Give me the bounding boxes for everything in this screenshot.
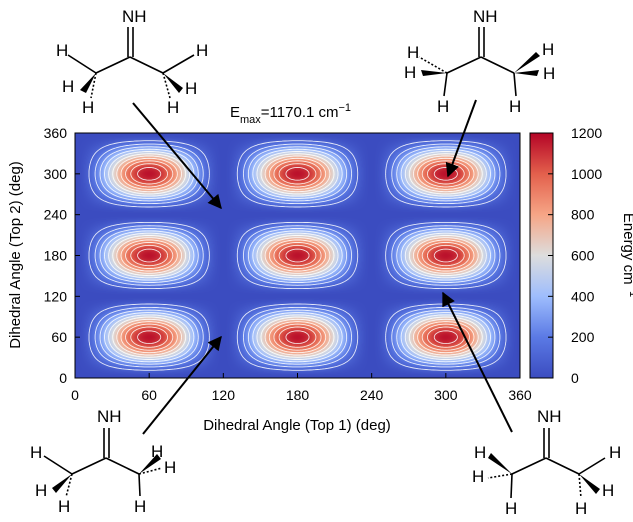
colorbar-ticks: 0 200 400 600 800 1000 1200: [548, 125, 602, 386]
colorbar: 0 200 400 600 800 1000 1200 Energy cm−1: [529, 125, 633, 386]
structure-top-left: NH H H H H H H: [56, 7, 208, 117]
colorbar-tick-label: 1200: [571, 125, 602, 141]
h-label: H: [58, 497, 70, 516]
h-label: H: [404, 63, 416, 82]
x-tick-label: 180: [286, 387, 310, 403]
x-tick-label: 300: [434, 387, 458, 403]
colorbar-tick-label: 400: [571, 288, 595, 304]
heatmap-plot-area: [74, 132, 521, 379]
arrow-top-right: [445, 99, 477, 178]
y-axis-ticks: 0 60 120 180 240 300 360: [44, 125, 80, 386]
contour-line: [88, 140, 507, 371]
arrow-bottom-left: [142, 335, 222, 435]
h-label: H: [609, 443, 621, 462]
y-tick-label: 240: [44, 207, 68, 223]
arrow-top-left: [132, 102, 222, 210]
contour-line: [137, 166, 458, 345]
x-tick-label: 360: [508, 387, 532, 403]
h-label: H: [505, 499, 517, 518]
h-label: H: [30, 443, 42, 462]
h-label: H: [185, 79, 197, 98]
h-label: H: [62, 77, 74, 96]
y-tick-label: 60: [51, 329, 67, 345]
h-label: H: [472, 467, 484, 486]
x-axis-label: Dihedral Angle (Top 1) (deg): [203, 417, 391, 434]
y-tick-label: 0: [59, 370, 67, 386]
structure-top-right: NH H H H H H H: [404, 7, 555, 116]
h-label: H: [151, 442, 163, 461]
y-axis-label: Dihedral Angle (Top 2) (deg): [7, 161, 24, 349]
energy-heatmap: [75, 133, 520, 378]
annotation-arrows: [132, 99, 513, 435]
contour-line: [108, 151, 487, 360]
contour-lines: [88, 140, 507, 371]
h-label: H: [509, 97, 521, 116]
h-label: H: [437, 97, 449, 116]
contour-line: [120, 157, 475, 354]
contour-line: [116, 155, 479, 356]
h-label: H: [474, 443, 486, 462]
structure-bottom-left: NH H H H H H H: [30, 407, 176, 516]
colorbar-tick-label: 200: [571, 329, 595, 345]
h-label: H: [543, 64, 555, 83]
nh-label: NH: [122, 7, 147, 26]
h-label: H: [196, 41, 208, 60]
contour-line: [99, 146, 496, 365]
y-tick-label: 120: [44, 288, 68, 304]
y-tick-label: 360: [44, 125, 68, 141]
h-label: H: [134, 497, 146, 516]
nh-label: NH: [97, 407, 122, 426]
x-tick-label: 60: [141, 387, 157, 403]
h-label: H: [35, 481, 47, 500]
contour-line: [130, 163, 465, 348]
chart-title: Emax=1170.1 cm−1: [230, 102, 351, 126]
contour-line: [125, 160, 470, 351]
h-label: H: [167, 98, 179, 117]
h-label: H: [542, 40, 554, 59]
structure-bottom-right: NH H H H H H H: [472, 407, 621, 518]
nh-label: NH: [537, 407, 562, 426]
h-label: H: [575, 499, 587, 518]
colorbar-label: Energy cm−1: [620, 213, 633, 297]
colorbar-tick-label: 0: [571, 370, 579, 386]
nh-label: NH: [473, 7, 498, 26]
x-axis-ticks: 0 60 120 180 240 300 360: [71, 373, 532, 403]
contour-line: [112, 153, 483, 358]
colorbar-tick-label: 600: [571, 248, 595, 264]
x-tick-label: 240: [360, 387, 384, 403]
contour-line: [94, 143, 501, 368]
x-tick-label: 120: [212, 387, 236, 403]
x-tick-label: 0: [71, 387, 79, 403]
colorbar-tick-label: 800: [571, 207, 595, 223]
y-tick-label: 300: [44, 166, 68, 182]
h-label: H: [164, 458, 176, 477]
h-label: H: [56, 41, 68, 60]
h-label: H: [82, 98, 94, 117]
h-label: H: [407, 43, 419, 62]
y-tick-label: 180: [44, 248, 68, 264]
contour-line: [104, 148, 491, 363]
arrow-bottom-right: [442, 291, 513, 433]
colorbar-tick-label: 1000: [571, 166, 602, 182]
h-label: H: [602, 481, 614, 500]
